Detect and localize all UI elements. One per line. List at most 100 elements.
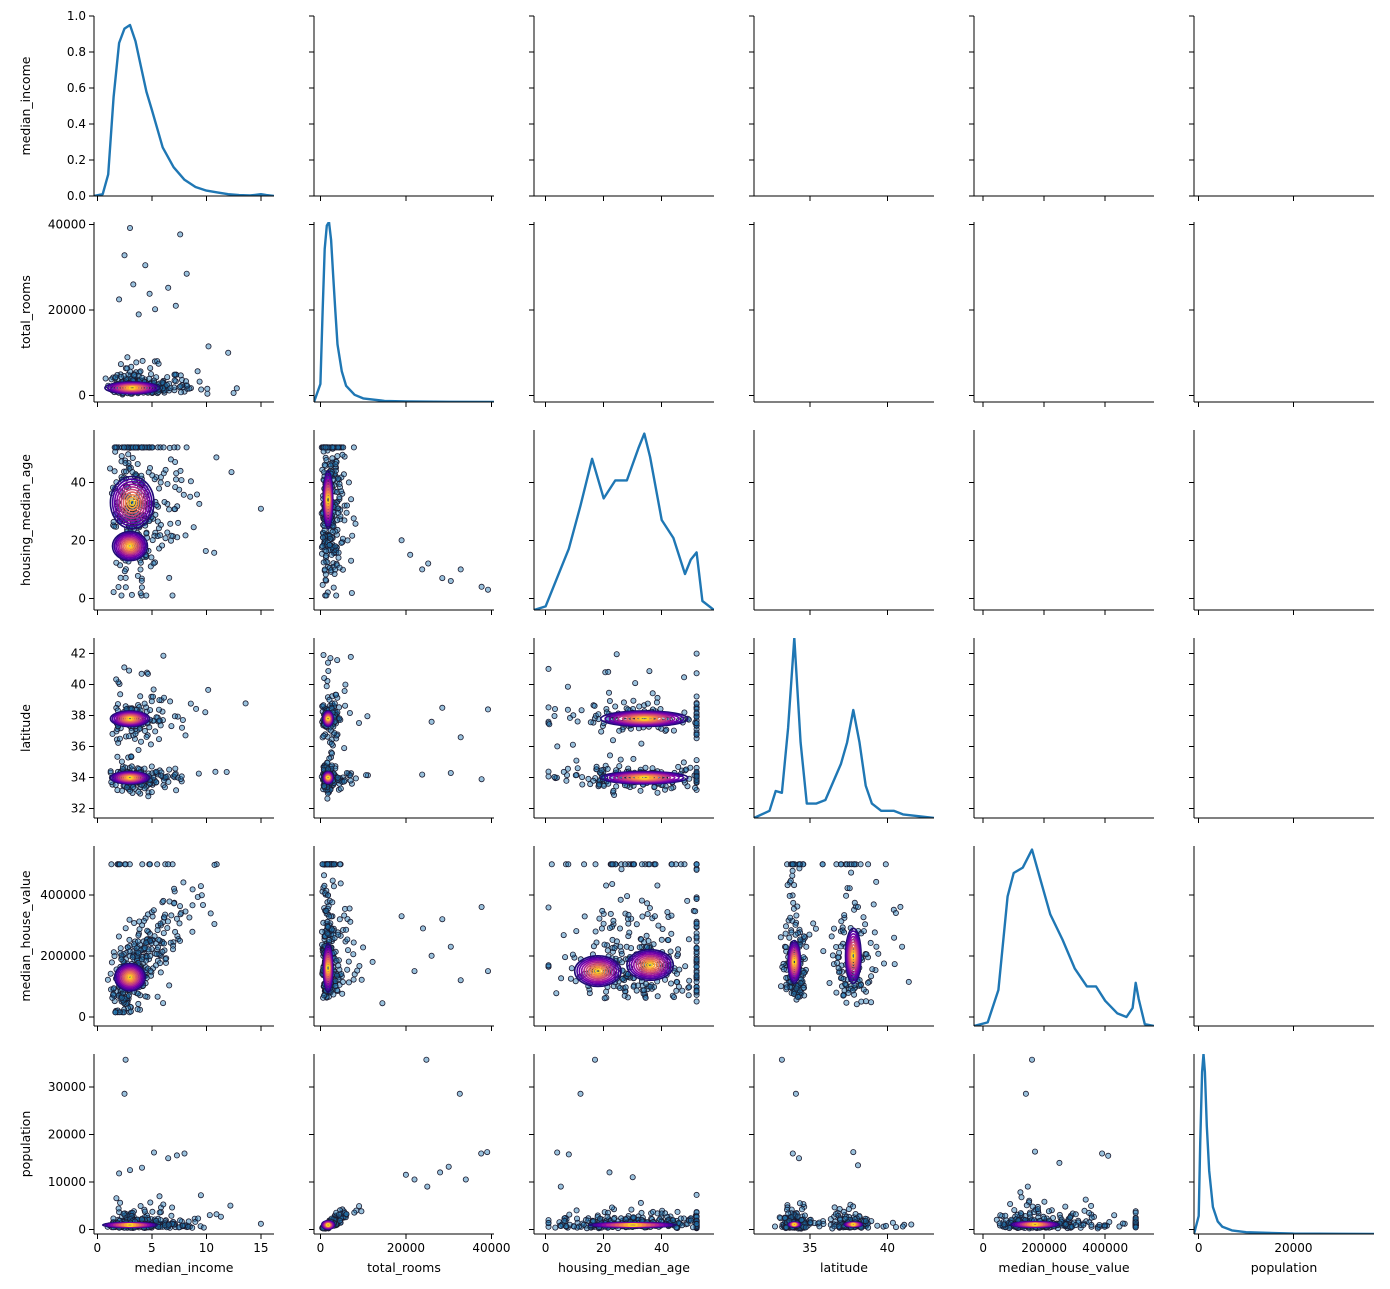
x-axis-label: median_income [135, 1260, 234, 1275]
scatter-outlier-point [445, 1163, 452, 1170]
scatter-point [107, 768, 114, 775]
scatter-point [616, 763, 623, 770]
scatter-point [348, 496, 355, 503]
scatter-point [693, 709, 700, 716]
scatter-point [147, 953, 154, 960]
scatter-point [177, 383, 184, 390]
scatter-point [345, 979, 352, 986]
plot-area [318, 652, 491, 802]
scatter-outlier-point [592, 1056, 599, 1063]
scatter-point [680, 1215, 687, 1222]
scatter-outlier-point [146, 290, 153, 297]
scatter-point [693, 963, 700, 970]
scatter-point [794, 994, 801, 1001]
scatter-point [139, 374, 146, 381]
scatter-point [586, 986, 593, 993]
scatter-point [606, 698, 613, 705]
scatter-point [693, 967, 700, 974]
scatter-point [128, 1212, 135, 1219]
scatter-point [574, 765, 581, 772]
scatter-point [110, 518, 117, 525]
scatter-point [114, 787, 121, 794]
scatter-point [581, 861, 588, 868]
scatter-point [545, 962, 552, 969]
panel-latitude-vs-population [1189, 638, 1374, 823]
scatter-point [135, 949, 142, 956]
scatter-point [899, 943, 906, 950]
scatter-point [159, 542, 166, 549]
scatter-point [336, 1211, 343, 1218]
x-tick-label: 40000 [472, 1241, 510, 1255]
scatter-point [137, 1203, 144, 1210]
scatter-point [643, 932, 650, 939]
scatter-point [184, 382, 191, 389]
scatter-point [135, 1000, 142, 1007]
scatter-point [131, 920, 138, 927]
scatter-point [604, 947, 611, 954]
scatter-point [176, 486, 183, 493]
scatter-point [797, 936, 804, 943]
kde-contours [101, 1221, 159, 1229]
scatter-point [836, 949, 843, 956]
scatter-point [693, 895, 700, 902]
scatter-point [591, 702, 598, 709]
scatter-point [325, 668, 332, 675]
scatter-point [160, 652, 167, 659]
scatter-point [123, 468, 130, 475]
scatter-point [112, 374, 119, 381]
scatter-point [162, 773, 169, 780]
scatter-point [905, 978, 912, 985]
scatter-point [162, 956, 169, 963]
y-tick-label: 42 [71, 647, 86, 661]
scatter-point [157, 479, 164, 486]
scatter-point [796, 865, 803, 872]
scatter-point [124, 354, 131, 361]
scatter-point [598, 728, 605, 735]
scatter-point [202, 548, 209, 555]
plot-area [534, 432, 714, 610]
contour-level [124, 494, 140, 512]
scatter-point [865, 979, 872, 986]
scatter-point [104, 976, 111, 983]
scatter-point [681, 674, 688, 681]
scatter-point [625, 911, 632, 918]
scatter-point [320, 872, 327, 879]
scatter-point [675, 983, 682, 990]
scatter-point [350, 951, 357, 958]
scatter-point [121, 468, 128, 475]
scatter-point [610, 1216, 617, 1223]
scatter-point [112, 1009, 119, 1016]
scatter-point [321, 782, 328, 789]
scatter-point [778, 983, 785, 990]
scatter-point [841, 912, 848, 919]
scatter-outlier-point [411, 968, 418, 975]
scatter-point [324, 659, 331, 666]
scatter-point [654, 789, 661, 796]
scatter-point [548, 861, 555, 868]
scatter-point [341, 745, 348, 752]
scatter-outlier-point [447, 770, 454, 777]
panel-median-income-vs-latitude [749, 15, 934, 201]
contour-level [325, 1223, 331, 1228]
scatter-outlier-point [462, 1176, 469, 1183]
scatter-point [673, 978, 680, 985]
scatter-outlier-point [181, 1150, 188, 1157]
scatter-point [346, 905, 353, 912]
plot-area [319, 1056, 491, 1232]
scatter-point [117, 945, 124, 952]
scatter-point [178, 477, 185, 484]
y-tick-label: 38 [71, 709, 86, 723]
scatter-point [137, 693, 144, 700]
scatter-point [199, 902, 206, 909]
scatter-point [600, 910, 607, 917]
scatter-point [545, 904, 552, 911]
y-tick-label: 0.2 [67, 153, 86, 167]
y-tick-label: 32 [71, 802, 86, 816]
contour-level [642, 959, 658, 971]
plot-area [777, 861, 912, 1008]
panel-latitude-vs-housing-median-age [529, 638, 714, 823]
contour-level [113, 480, 151, 525]
scatter-point [841, 929, 848, 936]
scatter-point [619, 959, 626, 966]
scatter-point [182, 908, 189, 915]
